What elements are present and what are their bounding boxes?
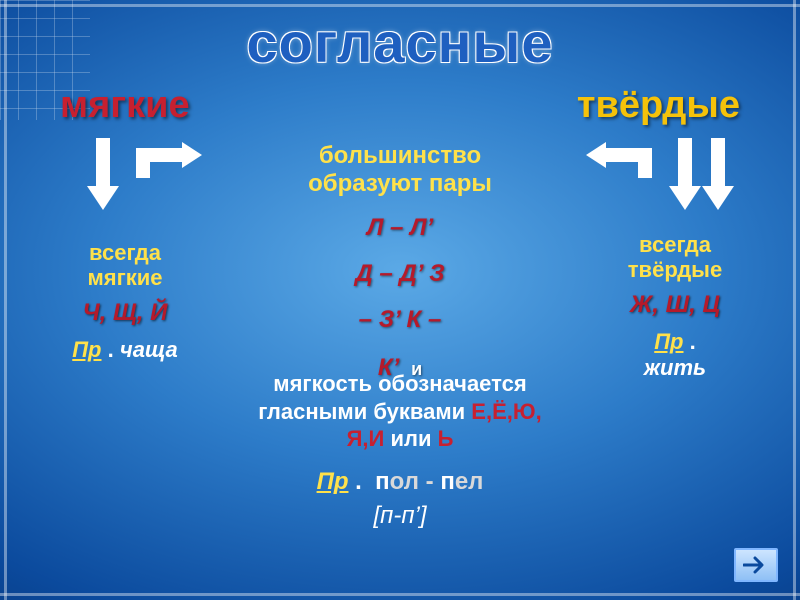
pr-dot: . [690, 329, 696, 354]
pr-dot: . [355, 468, 362, 495]
next-slide-button[interactable] [734, 548, 778, 582]
page-title: согласные [0, 10, 800, 75]
pr-abbrev: Пр [654, 329, 683, 354]
softness-hl2: Я,И [347, 426, 385, 451]
w1-bold: п [375, 468, 390, 495]
col-always-soft: всегда мягкие Ч, Щ, Й Пр . чаща [40, 240, 210, 363]
dash: - [426, 468, 441, 495]
col-always-hard: всегда твёрдые Ж, Ш, Ц Пр . жить [590, 232, 760, 381]
heading-hard: твёрдые [577, 84, 740, 127]
pr-dot: . [108, 337, 114, 362]
label-always-soft: всегда мягкие [40, 240, 210, 291]
w2-rest: ел [455, 468, 484, 495]
label-always-hard: всегда твёрдые [590, 232, 760, 283]
heading-soft: мягкие [60, 84, 190, 127]
letters-hard: Ж, Ш, Ц [590, 291, 760, 319]
pairs-title: большинство образуют пары [0, 142, 800, 197]
bottom-example: Пр . пол - пел [0, 468, 800, 496]
softness-note: мягкость обозначается гласными буквами Е… [0, 370, 800, 453]
w1-rest: ол [390, 468, 419, 495]
pairs-title-l1: большинство [319, 142, 481, 169]
softness-hl3: Ь [438, 426, 454, 451]
w2-bold: п [440, 468, 455, 495]
pr-abbrev: Пр [317, 468, 349, 495]
label-l2: мягкие [87, 265, 162, 290]
label-l2: твёрдые [628, 257, 722, 282]
softness-l1: мягкость обозначается [273, 371, 526, 396]
bottom-phonetic: [п-п’] [0, 502, 800, 530]
label-l1: всегда [639, 232, 711, 257]
example-soft: Пр . чаща [40, 337, 210, 363]
softness-l3b: или [384, 426, 437, 451]
softness-hl1: Е,Ё,Ю, [471, 399, 541, 424]
letters-soft: Ч, Щ, Й [40, 299, 210, 327]
pr-abbrev: Пр [72, 337, 101, 362]
pairs-title-l2: образуют пары [308, 170, 492, 197]
example-word: чаща [120, 337, 178, 362]
softness-l2a: гласными буквами [258, 399, 471, 424]
arrow-right-icon [743, 555, 769, 575]
label-l1: всегда [89, 240, 161, 265]
